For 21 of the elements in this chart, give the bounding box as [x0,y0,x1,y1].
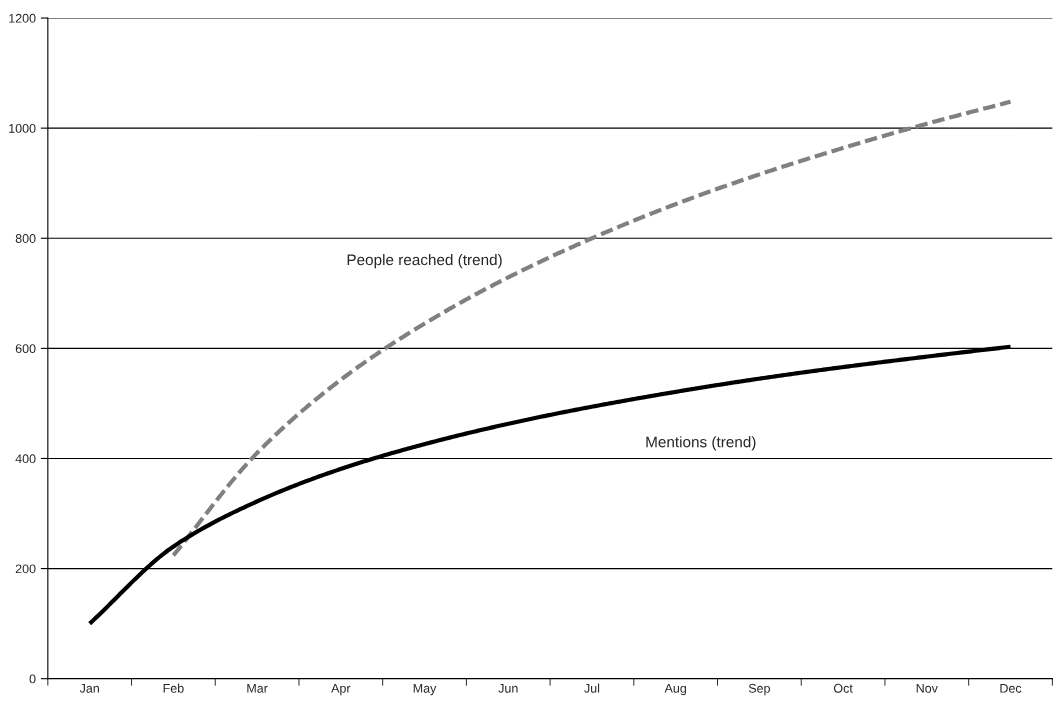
x-tick-label: Dec [1000,684,1022,693]
x-tick-label: Jan [79,684,99,693]
y-tick-label: 200 [15,564,36,574]
y-tick-label: 800 [15,234,36,243]
x-tick-label: Oct [833,683,853,693]
x-tick-label: Mar [247,684,268,693]
x-tick-label: May [413,684,437,696]
y-tick-label: 1200 [9,13,36,23]
x-tick-label: Apr [331,684,351,696]
series-label: People reached (trend) [347,253,502,269]
y-tick-label: 0 [29,674,36,684]
y-tick-label: 400 [15,454,36,464]
y-tick-label: 1000 [9,123,36,133]
text: Mentions (trend) [646,436,756,451]
y-tick-label: 600 [15,344,36,354]
x-tick-label: Jul [584,683,600,693]
x-tick-label: Aug [664,684,686,696]
x-tick-label: Sep [748,683,770,696]
x-tick-label: Jun [498,684,518,693]
x-tick-label: Feb [163,683,184,693]
x-tick-label: Nov [916,684,938,693]
